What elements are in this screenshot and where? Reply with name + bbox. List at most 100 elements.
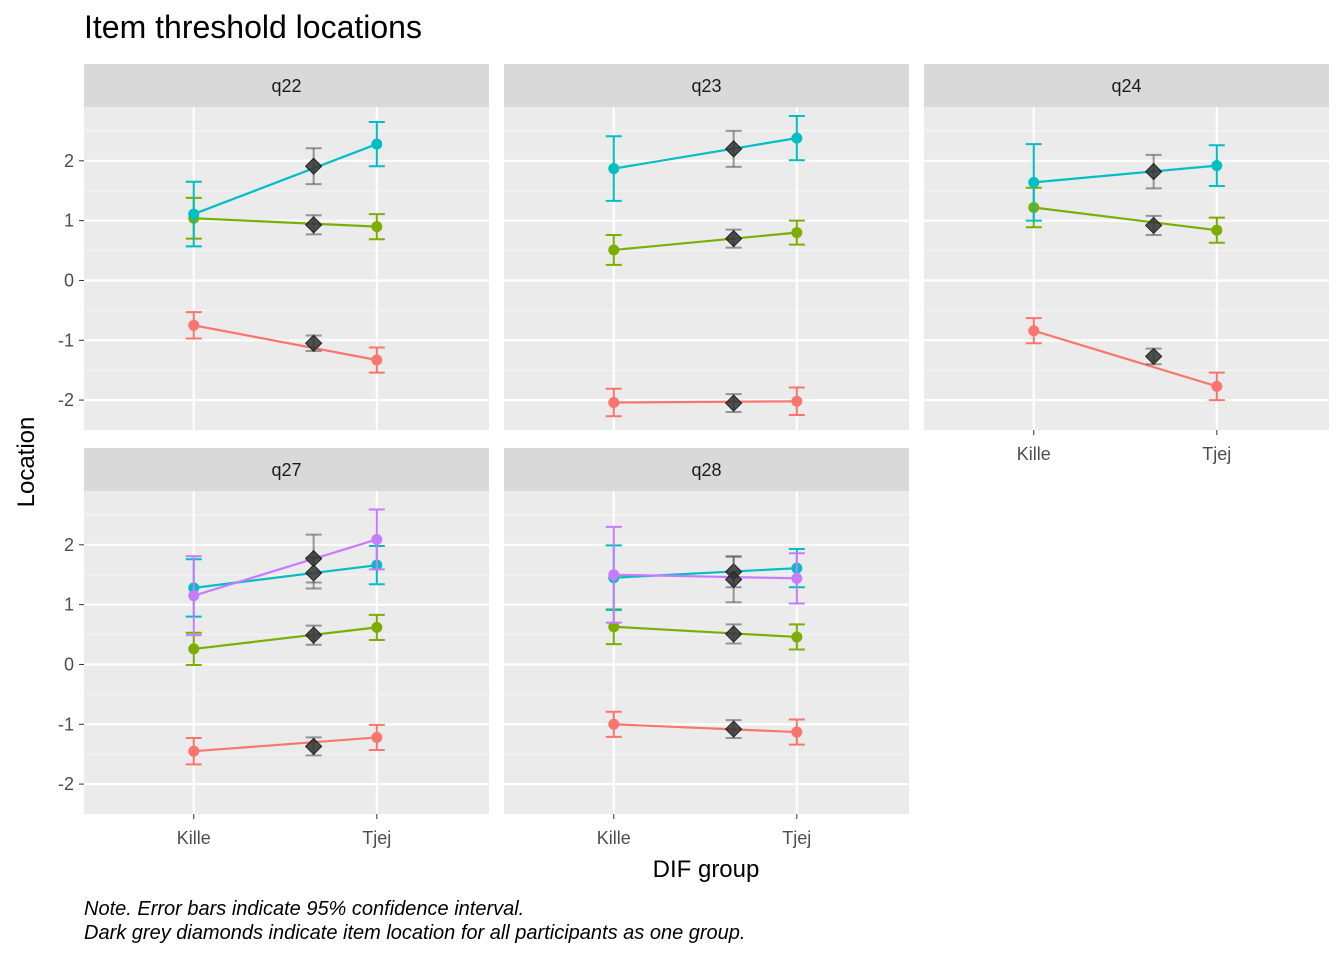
threshold-point: [1211, 224, 1223, 236]
threshold-line: [613, 137, 797, 170]
panel-strip: [84, 448, 489, 491]
threshold-line: [1033, 164, 1217, 184]
overall-diamond: [1144, 216, 1163, 235]
threshold-point: [791, 726, 803, 738]
panel-strip: [924, 64, 1329, 107]
threshold-point: [371, 731, 383, 743]
overall-diamond: [724, 570, 743, 589]
threshold-line: [613, 400, 797, 404]
panel-strip: [504, 448, 909, 491]
threshold-point: [791, 631, 803, 643]
panel-strip-label: q28: [691, 460, 721, 480]
overall-diamond: [724, 229, 743, 248]
panel-strip: [504, 64, 909, 107]
threshold-point: [188, 745, 200, 757]
overall-diamond: [1144, 347, 1163, 366]
threshold-point: [791, 572, 803, 584]
threshold-point: [1211, 380, 1223, 392]
threshold-point: [608, 244, 620, 256]
x-tick-label: Kille: [1017, 444, 1051, 464]
threshold-point: [608, 163, 620, 175]
chart-note-ci: Note. Error bars indicate 95% confidence…: [84, 898, 525, 920]
threshold-line: [193, 538, 378, 597]
y-tick-label: 2: [64, 151, 74, 171]
threshold-line: [193, 217, 377, 228]
x-tick-label: Tjej: [362, 828, 391, 848]
overall-diamond: [304, 626, 323, 644]
chart-title: Item threshold locations: [84, 9, 422, 45]
x-tick-label: Kille: [597, 828, 631, 848]
panel-strip-label: q24: [1111, 76, 1141, 96]
panel-background: [504, 107, 909, 430]
panel-strip-label: q22: [271, 76, 301, 96]
threshold-line: [193, 324, 378, 362]
overall-diamond: [1144, 162, 1163, 181]
overall-diamond: [724, 625, 743, 643]
threshold-point: [371, 354, 383, 366]
y-tick-label: -1: [58, 330, 74, 350]
threshold-point: [1028, 325, 1040, 337]
threshold-point: [371, 621, 383, 633]
panel-q23: q23: [504, 64, 909, 430]
overall-diamond: [724, 394, 743, 412]
threshold-point: [608, 621, 620, 633]
panel-background: [504, 491, 909, 814]
y-tick-label: 1: [64, 595, 74, 615]
x-axis-title: DIF group: [653, 856, 760, 883]
overall-diamond: [304, 216, 323, 234]
y-tick-label: 0: [64, 654, 74, 674]
panel-background: [924, 107, 1329, 430]
threshold-point: [791, 227, 803, 239]
threshold-line: [193, 736, 377, 753]
overall-diamond: [304, 157, 323, 175]
x-tick-label: Tjej: [1202, 444, 1231, 464]
panel-strip: [84, 64, 489, 107]
threshold-point: [188, 590, 200, 602]
threshold-point: [791, 132, 803, 144]
y-tick-label: -2: [58, 390, 74, 410]
threshold-line: [613, 625, 797, 639]
threshold-point: [188, 319, 200, 331]
x-tick-label: Kille: [177, 828, 211, 848]
y-tick-label: 0: [64, 270, 74, 290]
panel-q28: q28 Kille Tjej: [504, 448, 909, 848]
threshold-point: [188, 208, 200, 220]
threshold-point: [371, 221, 383, 233]
chart-note-diamonds: Dark grey diamonds indicate item locatio…: [84, 922, 746, 944]
threshold-point: [791, 395, 803, 407]
overall-diamond: [304, 737, 323, 756]
threshold-point: [371, 138, 383, 150]
threshold-point: [1028, 176, 1040, 188]
y-tick-label: 1: [64, 211, 74, 231]
threshold-line: [193, 626, 377, 651]
threshold-point: [188, 643, 200, 655]
overall-diamond: [304, 549, 323, 568]
threshold-point: [608, 718, 620, 730]
panel-q24: q24 Kille Tjej: [924, 64, 1329, 464]
threshold-line: [613, 723, 797, 734]
threshold-point: [608, 569, 620, 581]
threshold-line: [613, 573, 797, 580]
threshold-line: [1033, 329, 1218, 388]
panel-strip-label: q27: [271, 460, 301, 480]
y-tick-label: 2: [64, 535, 74, 555]
panel-background: [84, 107, 489, 430]
y-tick-label: -2: [58, 774, 74, 794]
threshold-point: [1211, 160, 1223, 172]
overall-diamond: [724, 720, 743, 738]
x-tick-label: Tjej: [782, 828, 811, 848]
panel-strip-label: q23: [691, 76, 721, 96]
threshold-point: [371, 533, 383, 545]
panel-q22: q22 -2 -1 0 1 2: [58, 64, 489, 430]
y-axis-title: Location: [13, 417, 40, 508]
threshold-line: [193, 143, 378, 216]
threshold-line: [613, 231, 797, 252]
panel-background: [84, 491, 489, 814]
threshold-line: [1033, 206, 1217, 232]
overall-diamond: [724, 140, 743, 158]
threshold-line: [193, 564, 377, 589]
threshold-point: [608, 396, 620, 408]
y-tick-label: -1: [58, 714, 74, 734]
overall-diamond: [304, 334, 323, 352]
